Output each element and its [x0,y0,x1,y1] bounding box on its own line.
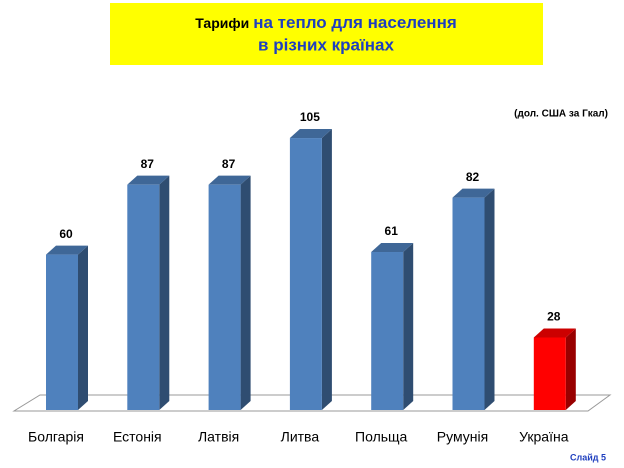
bar [371,252,404,410]
value-label: 28 [547,310,561,324]
bar-side [565,328,576,410]
x-tick-label: Болгарія [28,429,84,445]
chart-title-line2: в різних країнах [258,35,394,54]
bar [533,337,566,410]
x-tick-label: Естонія [113,429,162,445]
title-rest: на тепло для населення [253,13,457,32]
value-label: 87 [141,157,155,171]
value-label: 82 [466,170,480,184]
title-lead: Тарифи [195,15,249,31]
value-label: 60 [59,227,73,241]
x-tick-label: Литва [281,429,320,445]
value-label: 61 [385,224,399,238]
bar-side [159,175,170,410]
x-tick-label: Румунія [437,429,488,445]
bar-side [78,245,88,410]
bar-top [46,245,88,255]
value-label: 87 [222,157,236,171]
bar [289,138,322,411]
bar-side [240,175,251,410]
bar [127,184,160,410]
x-tick-label: Латвія [198,429,239,445]
x-tick-label: Україна [519,429,569,445]
bar-side [321,129,332,411]
bar-side [403,243,414,410]
bar-top [208,175,251,185]
bar-side [484,188,495,410]
bar-top [452,188,495,198]
bar [452,197,485,410]
slide-number: Слайд 5 [570,452,606,462]
title-box [110,3,543,65]
bar-top [371,243,414,253]
bar-top [127,175,170,185]
bar-top [533,328,576,338]
x-tick-label: Польща [355,429,408,445]
unit-note: (дол. США за Гкал) [514,109,608,120]
bar [208,184,241,410]
bar-top [289,129,332,139]
chart-title: Тарифи на тепло для населення [195,13,457,32]
bar [46,254,78,410]
value-label: 105 [300,110,320,124]
